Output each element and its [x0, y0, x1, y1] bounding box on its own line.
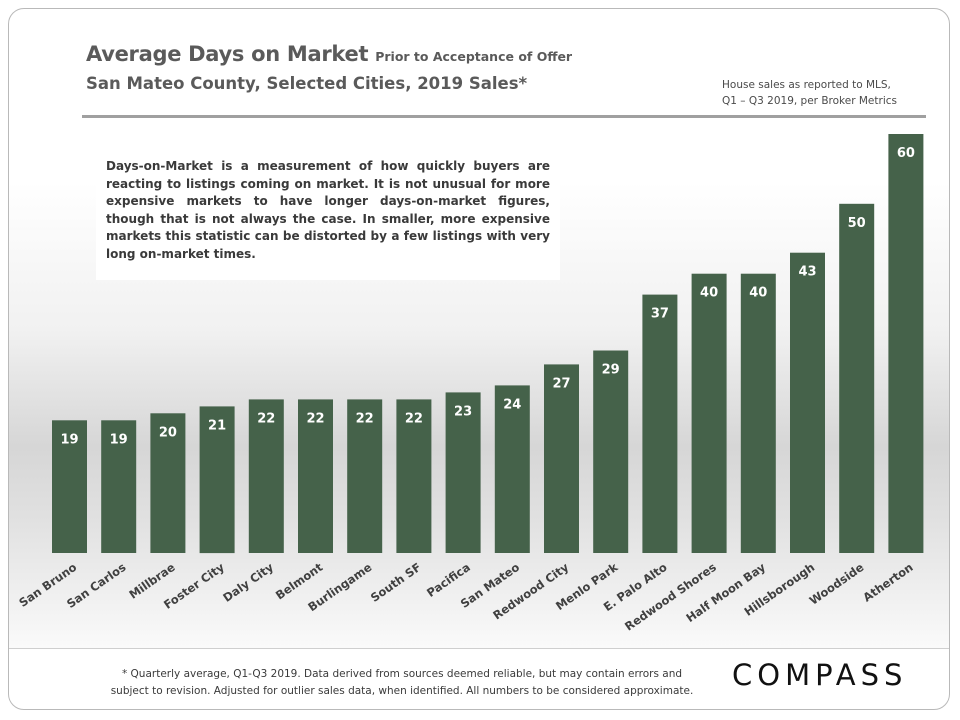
header-rule	[82, 115, 926, 118]
chart-title: Average Days on Market Prior to Acceptan…	[86, 42, 572, 66]
bar-value-label: 27	[552, 376, 570, 391]
bar-redwood-shores	[691, 273, 727, 553]
category-label: Daly City	[220, 560, 276, 605]
bar-value-label: 19	[60, 432, 78, 447]
footnote-line-2: subject to revision. Adjusted for outlie…	[110, 685, 694, 697]
bar-value-label: 40	[749, 286, 767, 301]
bar-millbrae	[150, 413, 186, 553]
bar-menlo-park	[593, 350, 629, 553]
bar-value-label: 50	[848, 216, 866, 231]
bar-redwood-city	[544, 364, 579, 553]
category-label: Atherton	[860, 560, 915, 605]
bar-e-palo-alto	[642, 294, 678, 553]
category-label: South SF	[368, 560, 424, 605]
bar-burlingame	[347, 399, 383, 553]
source-note: House sales as reported to MLS, Q1 – Q3 …	[722, 77, 897, 109]
bar-hillsborough	[790, 252, 825, 553]
bar-value-label: 22	[356, 411, 374, 426]
source-line-2: Q1 – Q3 2019, per Broker Metrics	[722, 95, 897, 107]
chart-title-suffix: Prior to Acceptance of Offer	[375, 49, 573, 64]
bar-value-label: 40	[700, 286, 718, 301]
bar-san-mateo	[494, 385, 530, 553]
bar-foster-city	[199, 406, 235, 554]
bar-belmont	[298, 399, 333, 553]
bar-value-label: 20	[159, 425, 177, 440]
bar-value-label: 19	[110, 432, 128, 447]
bar-value-label: 23	[454, 404, 472, 419]
chart-subtitle: San Mateo County, Selected Cities, 2019 …	[86, 74, 528, 93]
bar-value-label: 60	[897, 146, 915, 161]
bar-daly-city	[248, 399, 284, 553]
footnote-line-1: * Quarterly average, Q1-Q3 2019. Data de…	[121, 668, 683, 680]
explanation-box: Days-on-Market is a measurement of how q…	[96, 152, 560, 280]
bar-value-label: 22	[257, 411, 275, 426]
source-line-1: House sales as reported to MLS,	[722, 79, 891, 91]
bar-value-label: 24	[503, 397, 521, 412]
category-label: Redwood Shores	[622, 560, 719, 634]
bar-south-sf	[396, 399, 432, 553]
bar-value-label: 37	[651, 307, 669, 322]
bar-san-bruno	[52, 420, 87, 553]
bar-value-label: 29	[602, 363, 620, 378]
bar-value-label: 22	[306, 411, 324, 426]
chart-title-main: Average Days on Market	[86, 42, 369, 66]
bar-pacifica	[445, 392, 481, 553]
bar-value-label: 22	[405, 411, 423, 426]
bar-half-moon-bay	[740, 273, 776, 553]
bar-san-carlos	[101, 420, 137, 553]
bar-value-label: 21	[208, 418, 226, 433]
compass-logo: COMPASS	[732, 658, 908, 692]
category-label: Woodside	[807, 560, 867, 608]
bar-atherton	[888, 134, 924, 553]
footer-rule	[9, 648, 949, 649]
bar-value-label: 43	[798, 265, 816, 280]
bar-woodside	[839, 203, 875, 554]
footnote: * Quarterly average, Q1-Q3 2019. Data de…	[82, 666, 722, 700]
